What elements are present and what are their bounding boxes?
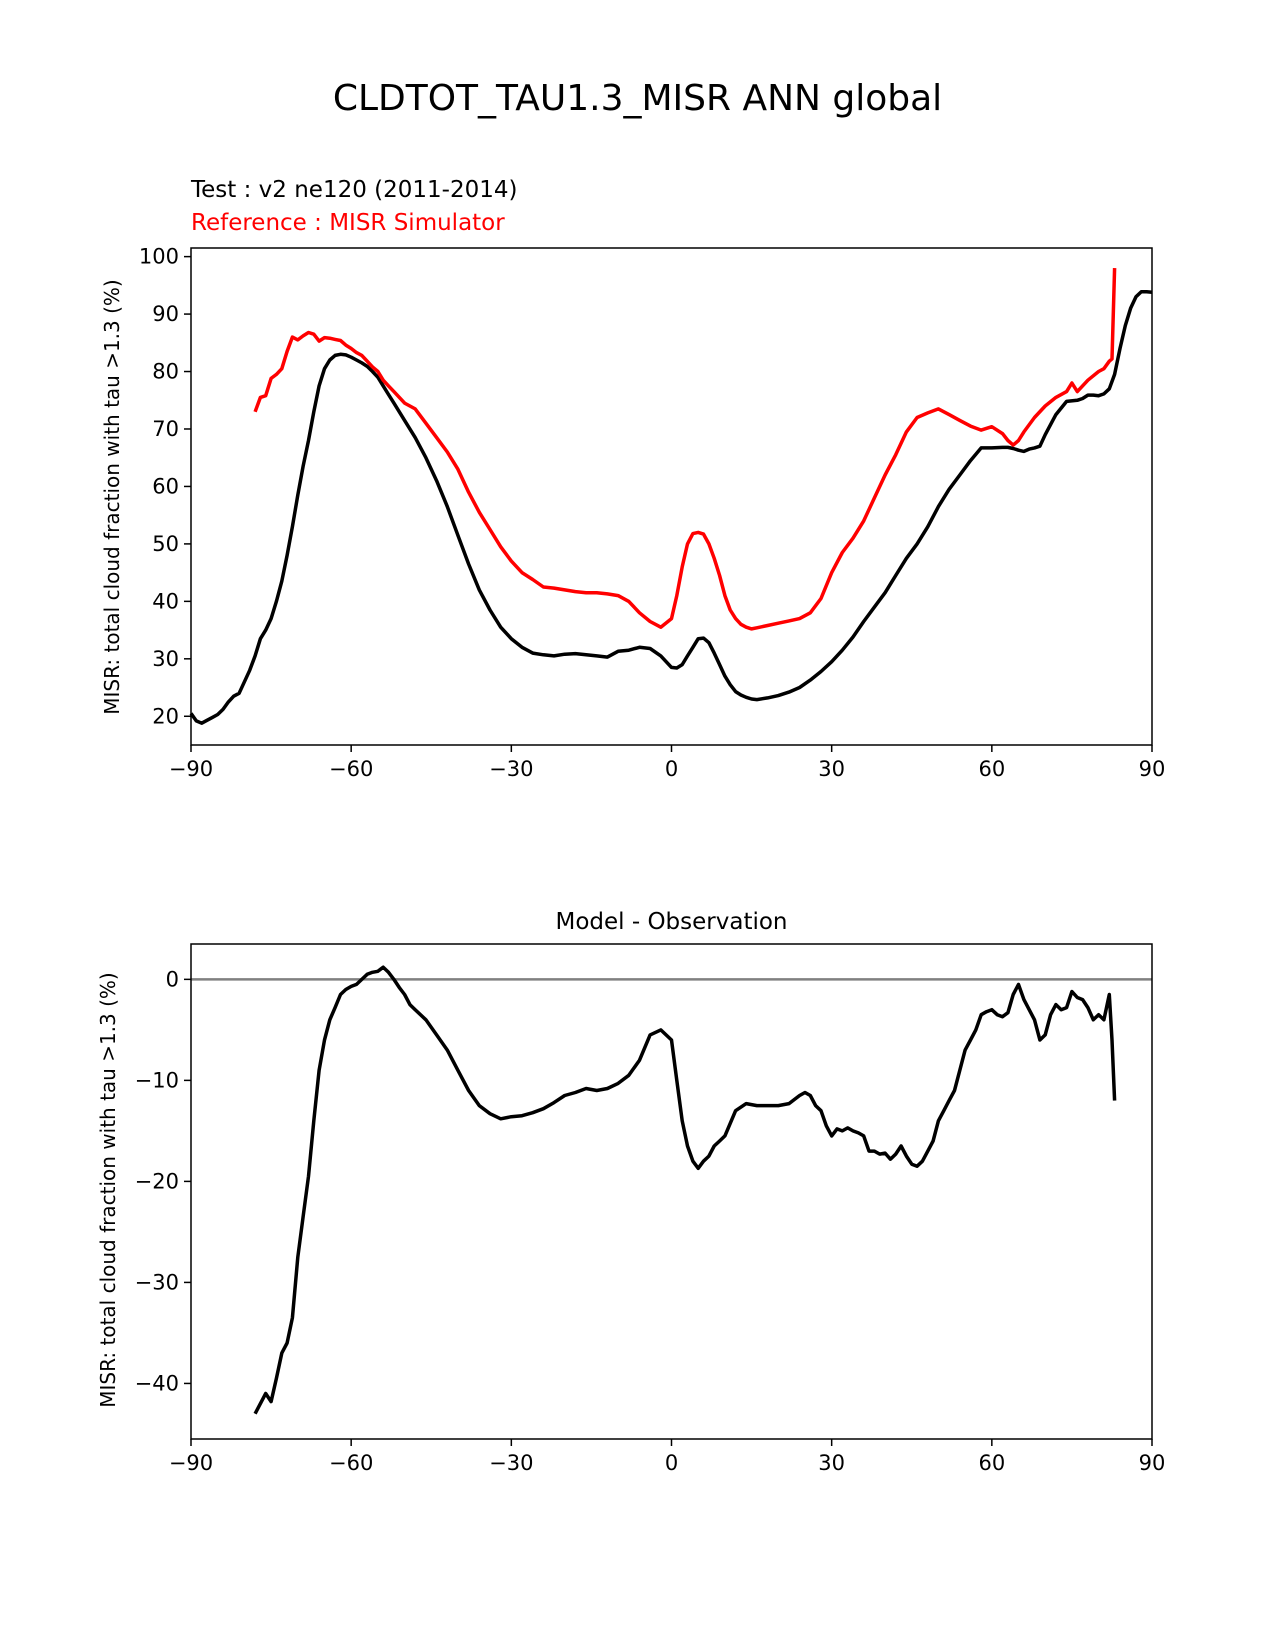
bottom-x-tick-label: −30 [489, 1451, 533, 1475]
bottom-x-tick-label: 60 [978, 1451, 1005, 1475]
top-x-tick-label: 0 [665, 757, 678, 781]
bottom-x-tick-label: −60 [329, 1451, 373, 1475]
bottom-x-tick-label: 30 [818, 1451, 845, 1475]
figure-title: CLDTOT_TAU1.3_MISR ANN global [333, 78, 942, 119]
top-series-line-test [189, 289, 1153, 725]
top-y-axis-label: MISR: total cloud fraction with tau >1.3… [100, 279, 124, 714]
top-plot-frame [190, 247, 1153, 746]
bottom-x-tick-label: 0 [665, 1451, 678, 1475]
top-y-tick-label: 70 [152, 417, 179, 441]
top-y-tick-label: 20 [152, 704, 179, 728]
test-label: Test : v2 ne120 (2011-2014) [190, 177, 517, 203]
top-y-tick-label: 100 [139, 245, 179, 269]
bottom-plot-frame [190, 943, 1153, 1440]
top-x-tick-label: −60 [329, 757, 373, 781]
top-y-tick-label: 90 [152, 302, 179, 326]
top-x-tick-label: 30 [818, 757, 845, 781]
bottom-y-tick-label: −20 [135, 1169, 179, 1193]
bottom-series-line-model-observation [253, 965, 1117, 1415]
top-x-tick-label: −30 [489, 757, 533, 781]
bottom-chart-panel: Model - Observation MISR: total cloud fr… [96, 909, 1165, 1475]
top-chart-panel: Test : v2 ne120 (2011-2014) Reference : … [100, 177, 1165, 781]
reference-label: Reference : MISR Simulator [191, 210, 505, 236]
top-y-tick-label: 50 [152, 532, 179, 556]
bottom-y-axis-label: MISR: total cloud fraction with tau >1.3… [96, 972, 120, 1407]
bottom-y-tick-label: 0 [166, 967, 179, 991]
top-x-tick-label: −90 [169, 757, 213, 781]
top-x-tick-label: 90 [1139, 757, 1166, 781]
top-y-tick-label: 40 [152, 589, 179, 613]
bottom-x-tick-label: −90 [169, 1451, 213, 1475]
top-series-line-reference [253, 268, 1117, 631]
top-y-tick-label: 30 [152, 647, 179, 671]
bottom-y-tick-label: −30 [135, 1270, 179, 1294]
top-y-tick-label: 80 [152, 360, 179, 384]
bottom-y-tick-label: −10 [135, 1068, 179, 1092]
top-y-tick-label: 60 [152, 474, 179, 498]
top-x-tick-label: 60 [978, 757, 1005, 781]
bottom-y-tick-label: −40 [135, 1371, 179, 1395]
bottom-chart-title: Model - Observation [555, 909, 787, 935]
bottom-x-tick-label: 90 [1139, 1451, 1166, 1475]
